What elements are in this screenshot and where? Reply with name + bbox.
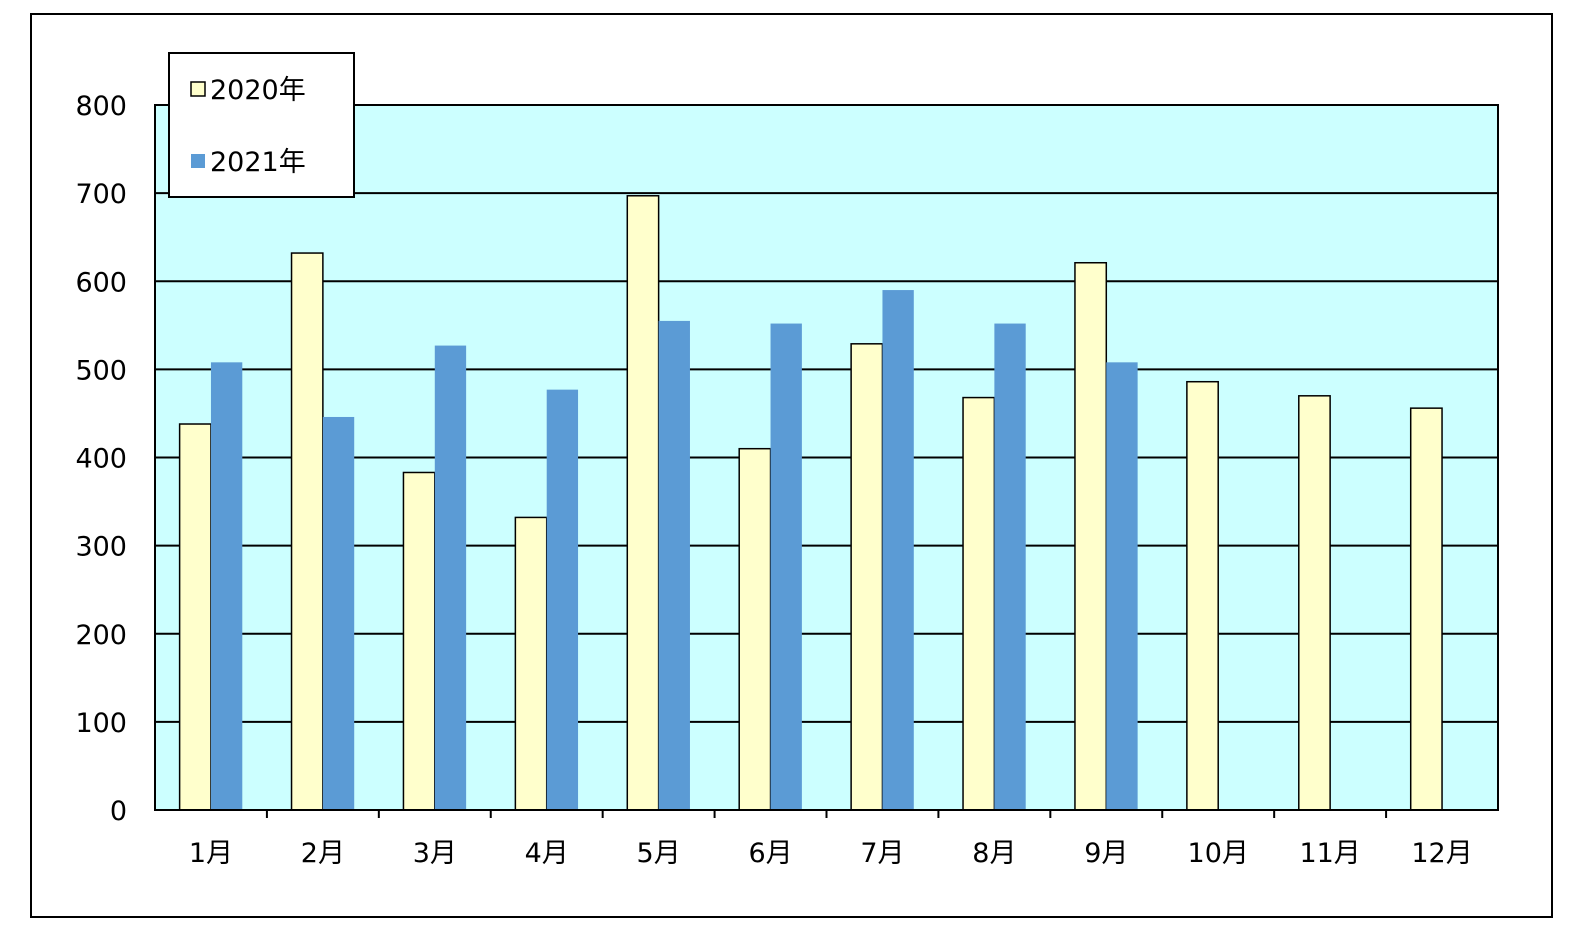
bar-2021年 bbox=[882, 290, 914, 810]
x-tick-label: 9月 bbox=[1084, 838, 1128, 869]
y-tick-label: 0 bbox=[110, 796, 127, 827]
bar-2020年 bbox=[178, 423, 212, 811]
y-tick-label: 100 bbox=[75, 708, 127, 739]
bar-2021年 bbox=[546, 389, 579, 810]
x-tick-label: 5月 bbox=[637, 838, 681, 869]
x-tick-label: 1月 bbox=[189, 838, 233, 869]
legend-label-2021: 2021年 bbox=[210, 147, 306, 178]
x-tick-label: 3月 bbox=[413, 838, 457, 869]
bar-2020年 bbox=[626, 195, 660, 811]
legend-swatch-2020 bbox=[190, 81, 206, 97]
x-tick-label: 10月 bbox=[1188, 838, 1249, 869]
bar-2020年 bbox=[402, 471, 436, 811]
y-tick-label: 500 bbox=[75, 355, 127, 386]
y-tick-label: 400 bbox=[75, 444, 127, 475]
bar-2021年 bbox=[1106, 362, 1138, 810]
x-tick-label: 2月 bbox=[301, 838, 345, 869]
bar-2020年 bbox=[738, 447, 772, 811]
legend: 2020年 2021年 bbox=[168, 52, 355, 198]
axis-layer: 0 100 200 300 400 500 600 700 800 1月 2月 3月 4月 5月 6月 7月 8… bbox=[75, 91, 1498, 869]
bars-layer bbox=[178, 195, 1443, 811]
bar-2020年 bbox=[1298, 395, 1331, 811]
y-tick-label: 300 bbox=[75, 532, 127, 563]
y-tick-label: 200 bbox=[75, 620, 127, 651]
x-tick-label: 6月 bbox=[748, 838, 792, 869]
y-tick-label: 800 bbox=[75, 91, 127, 122]
bar-2020年 bbox=[962, 396, 996, 811]
legend-label-2020: 2020年 bbox=[210, 75, 306, 106]
x-tick-label: 11月 bbox=[1299, 838, 1360, 869]
legend-swatch-2021 bbox=[191, 154, 205, 168]
y-tick-label: 700 bbox=[75, 179, 127, 210]
bar-2020年 bbox=[1186, 380, 1219, 811]
bar-2020年 bbox=[514, 516, 548, 811]
bar-2020年 bbox=[290, 252, 324, 811]
bar-2020年 bbox=[1074, 261, 1108, 811]
legend-box bbox=[168, 52, 355, 198]
bar-2021年 bbox=[770, 323, 802, 810]
x-tick-label: 8月 bbox=[972, 838, 1016, 869]
bar-2021年 bbox=[658, 320, 690, 810]
bar-2020年 bbox=[1409, 407, 1443, 811]
x-tick-label: 4月 bbox=[525, 838, 569, 869]
bar-2020年 bbox=[850, 343, 884, 811]
bar-2021年 bbox=[994, 323, 1026, 810]
grid-layer bbox=[155, 192, 1498, 723]
bar-2021年 bbox=[322, 416, 355, 810]
x-tick-label: 12月 bbox=[1411, 838, 1472, 869]
bar-2021年 bbox=[210, 362, 243, 810]
y-tick-label: 600 bbox=[75, 267, 127, 298]
bar-2021年 bbox=[434, 345, 467, 810]
x-tick-label: 7月 bbox=[860, 838, 904, 869]
